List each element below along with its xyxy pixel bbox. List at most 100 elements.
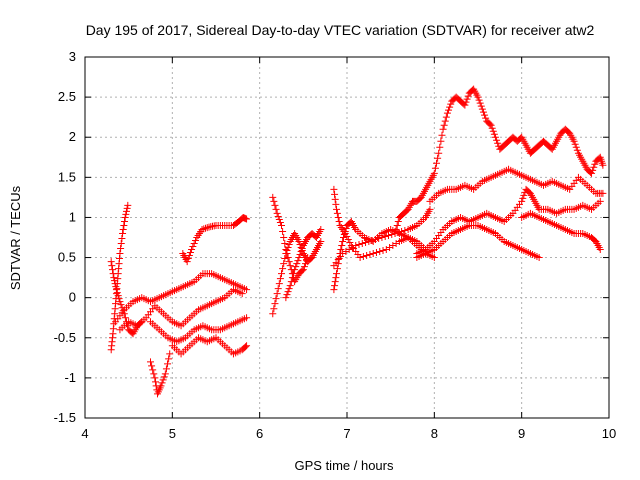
data-point: [189, 243, 197, 251]
data-point: [488, 124, 496, 132]
data-point: [202, 224, 210, 232]
data-point: [271, 300, 279, 308]
data-point: [401, 226, 409, 234]
data-point: [147, 358, 154, 366]
data-point: [278, 221, 285, 229]
chart-title: Day 195 of 2017, Sidereal Day-to-day VTE…: [86, 22, 595, 38]
data-point: [433, 159, 441, 167]
data-point: [115, 295, 123, 303]
data-point: [493, 136, 501, 144]
data-point: [160, 373, 168, 381]
data-point: [443, 109, 451, 117]
data-point: [111, 280, 119, 288]
y-tick-label: 1: [69, 209, 76, 224]
data-point: [150, 370, 158, 378]
x-tick-label: 9: [518, 426, 525, 441]
data-point: [442, 113, 450, 121]
y-axis-ticks: -1.5 -1 -0.5 0 0.5 1 1.5 2 2.5 3: [54, 49, 609, 425]
data-point: [151, 374, 159, 382]
data-point: [290, 270, 298, 278]
series-arc-o: [391, 85, 607, 237]
data-point: [332, 274, 340, 282]
data-point: [158, 379, 166, 387]
data-point: [243, 286, 251, 294]
data-point: [275, 215, 283, 223]
data-point: [365, 238, 373, 246]
data-point: [286, 282, 294, 290]
data-point: [296, 251, 304, 259]
data-point: [434, 154, 442, 162]
data-point: [293, 260, 301, 268]
data-point: [437, 137, 445, 145]
data-point: [283, 250, 291, 258]
y-tick-label: -0.5: [54, 330, 76, 345]
data-point: [109, 266, 117, 274]
data-point: [284, 254, 292, 262]
data-point: [286, 262, 294, 270]
data-point: [273, 290, 281, 298]
data-point: [372, 249, 380, 257]
data-point: [243, 215, 251, 223]
data-point: [494, 139, 502, 147]
data-point: [278, 270, 285, 278]
series-arc-n: [330, 205, 434, 270]
series-arc-e: [147, 350, 174, 398]
data-point: [591, 160, 599, 168]
data-point: [519, 194, 527, 202]
data-point: [183, 258, 191, 266]
data-point: [282, 294, 290, 302]
data-point: [446, 103, 454, 111]
series-arc-s: [518, 209, 604, 254]
data-point: [198, 225, 206, 233]
data-point: [121, 213, 129, 221]
data-point: [273, 209, 281, 217]
data-point: [477, 102, 485, 110]
data-point: [184, 255, 192, 263]
data-point: [297, 248, 305, 256]
data-point: [238, 290, 246, 298]
data-point: [284, 288, 292, 296]
data-point: [112, 283, 120, 291]
data-point: [279, 265, 287, 273]
data-point: [487, 121, 495, 129]
data-point: [276, 275, 284, 283]
data-point: [331, 190, 339, 198]
series-arc-g: [168, 334, 251, 358]
data-point: [270, 197, 278, 205]
data-point: [241, 343, 249, 351]
data-point: [520, 191, 528, 199]
data-point: [461, 101, 469, 109]
y-tick-label: 0: [69, 290, 76, 305]
data-point: [333, 265, 341, 273]
data-point: [426, 205, 434, 213]
data-point: [393, 221, 401, 229]
data-point: [331, 278, 339, 286]
data-point: [474, 93, 482, 101]
data-point: [379, 247, 387, 255]
data-point: [295, 238, 303, 246]
data-point: [398, 227, 406, 235]
data-point: [441, 117, 449, 125]
data-point: [281, 255, 289, 263]
data-point: [122, 207, 130, 215]
data-point: [333, 270, 341, 278]
data-point: [285, 258, 293, 266]
data-point: [599, 189, 607, 197]
data-point: [482, 114, 490, 122]
data-point: [269, 193, 277, 201]
data-point: [571, 140, 579, 148]
data-point: [119, 225, 127, 233]
data-point: [596, 197, 604, 205]
data-point: [394, 217, 402, 225]
data-point: [203, 224, 211, 232]
data-point: [274, 212, 282, 220]
data-point: [344, 236, 352, 244]
x-axis-label: GPS time / hours: [295, 458, 394, 473]
data-point: [356, 254, 364, 262]
data-point: [280, 234, 288, 241]
data-point: [462, 98, 470, 106]
data-point: [114, 292, 122, 300]
x-tick-label: 5: [169, 426, 176, 441]
data-point: [279, 227, 287, 235]
data-point: [332, 200, 340, 208]
